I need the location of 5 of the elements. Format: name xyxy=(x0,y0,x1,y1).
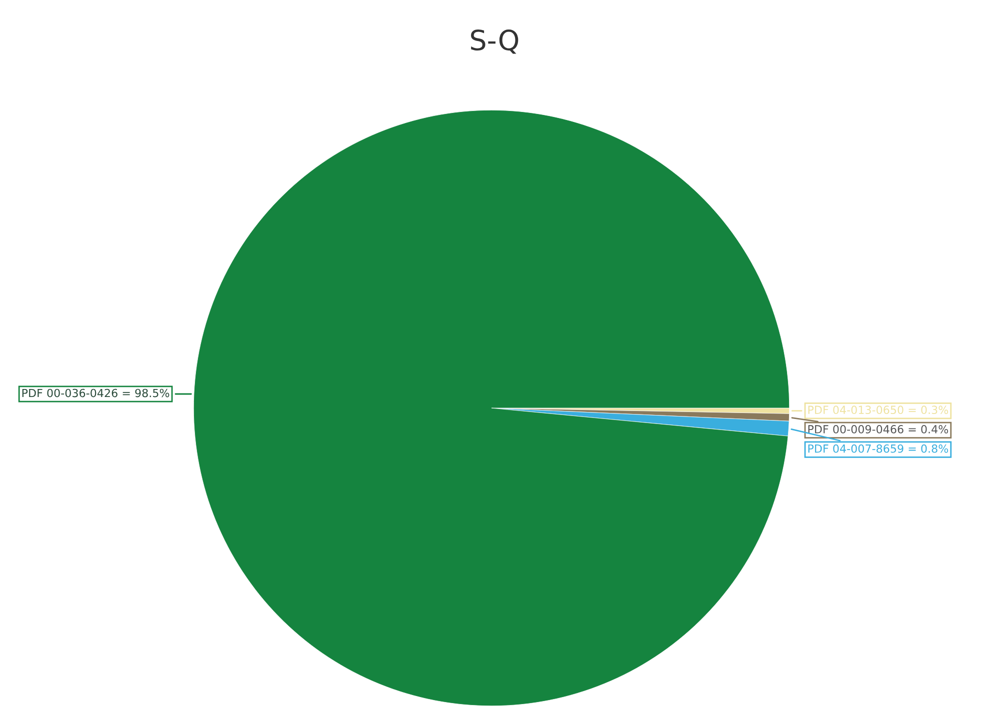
slice-label: PDF 04-013-0650 = 0.3% xyxy=(808,406,948,414)
chart-title: S-Q xyxy=(471,30,518,54)
slice-label: PDF 00-036-0426 = 98.5% xyxy=(22,388,170,398)
slice-label: PDF 04-007-8659 = 0.8% xyxy=(808,444,948,453)
slice-label: PDF 00-009-0466 = 0.4% xyxy=(808,425,948,434)
